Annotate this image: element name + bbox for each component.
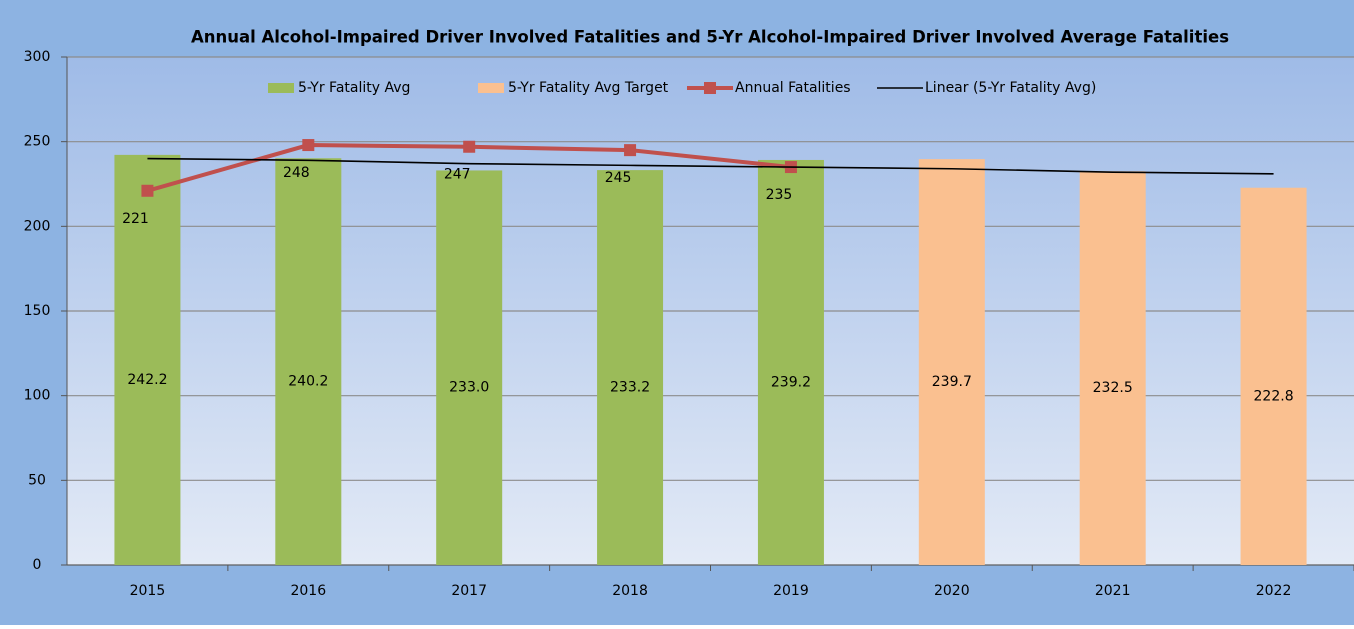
legend-label: 5-Yr Fatality Avg (298, 80, 410, 96)
legend-marker (704, 82, 716, 94)
data-label: 248 (283, 165, 310, 181)
line (147, 157, 1274, 175)
bar (275, 158, 342, 565)
data-label: 235 (766, 187, 793, 203)
data-label: 239.7 (932, 374, 972, 390)
legend-swatch (478, 83, 504, 93)
y-tick-label: 100 (24, 388, 51, 404)
data-label: 222.8 (1254, 388, 1294, 404)
y-tick-label: 250 (24, 134, 51, 150)
data-label: 233.2 (610, 380, 650, 396)
y-tick-label: 200 (24, 218, 51, 234)
y-tick-label: 300 (24, 49, 51, 65)
x-tick-label: 2022 (1256, 583, 1292, 599)
data-label: 247 (444, 167, 471, 183)
x-tick-label: 2020 (934, 583, 970, 599)
x-tick-label: 2015 (130, 583, 166, 599)
x-tick-label: 2017 (451, 583, 487, 599)
bar (114, 154, 181, 565)
chart-title: Annual Alcohol-Impaired Driver Involved … (191, 28, 1229, 47)
legend-label: 5-Yr Fatality Avg Target (508, 80, 669, 96)
x-tick-label: 2016 (290, 583, 326, 599)
y-tick-label: 0 (33, 557, 42, 573)
legend-label: Linear (5-Yr Fatality Avg) (925, 80, 1096, 96)
bar (1079, 171, 1146, 566)
data-label: 221 (122, 211, 149, 227)
data-label: 240.2 (288, 374, 328, 390)
y-tick-label: 150 (24, 303, 51, 319)
data-label: 245 (605, 170, 632, 186)
y-tick-label: 50 (28, 472, 46, 488)
bar (1240, 187, 1307, 565)
bar (436, 170, 503, 565)
x-tick-label: 2021 (1095, 583, 1131, 599)
data-label: 233.0 (449, 380, 489, 396)
legend-swatch (268, 83, 294, 93)
bar (757, 159, 824, 566)
marker (302, 139, 315, 152)
data-label: 232.5 (1093, 380, 1133, 396)
marker (624, 144, 637, 157)
data-label: 239.2 (771, 374, 811, 390)
x-tick-label: 2018 (612, 583, 648, 599)
legend-label: Annual Fatalities (735, 80, 851, 96)
data-label: 242.2 (127, 372, 167, 388)
bar (597, 170, 664, 565)
marker (463, 140, 476, 153)
x-tick-label: 2019 (773, 583, 809, 599)
marker (141, 184, 154, 197)
bar (918, 159, 985, 565)
